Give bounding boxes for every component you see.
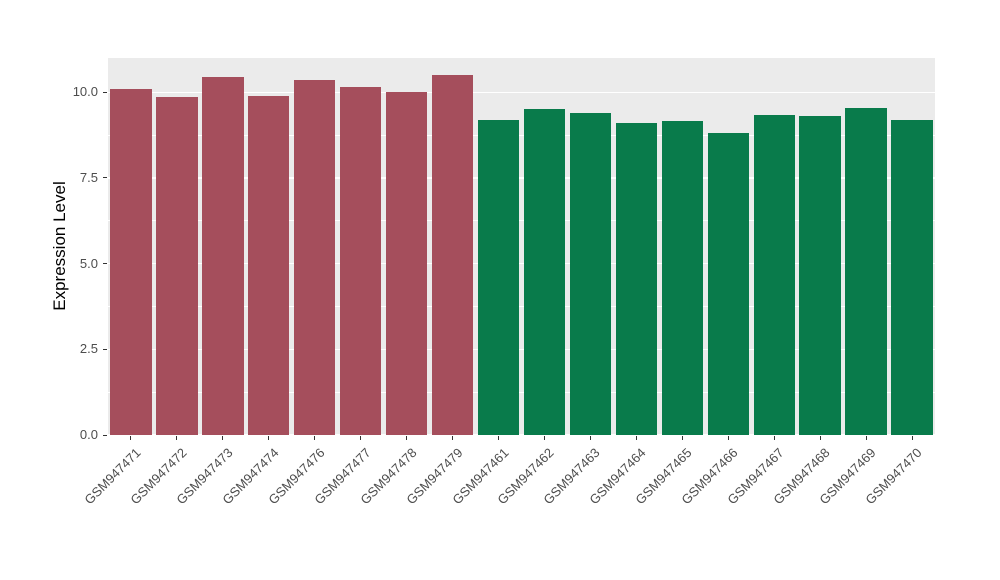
x-tick-mark bbox=[773, 436, 775, 440]
bar bbox=[294, 80, 336, 435]
gridline-major bbox=[108, 433, 935, 435]
x-tick-mark bbox=[452, 436, 454, 440]
x-tick-mark bbox=[681, 436, 683, 440]
bar bbox=[845, 107, 887, 435]
bar bbox=[661, 121, 703, 435]
bar bbox=[707, 133, 749, 435]
gridline-major bbox=[108, 348, 935, 350]
y-tick-label: 5.0 bbox=[79, 255, 98, 271]
x-tick-mark bbox=[130, 436, 132, 440]
x-tick-mark bbox=[635, 436, 637, 440]
x-tick-mark bbox=[268, 436, 270, 440]
bar bbox=[248, 95, 290, 435]
bar bbox=[431, 75, 474, 435]
bar bbox=[202, 76, 244, 435]
bar bbox=[891, 119, 933, 435]
gridline-major bbox=[108, 91, 935, 93]
x-tick-mark bbox=[314, 436, 316, 440]
y-tick-label: 0.0 bbox=[79, 427, 98, 442]
x-tick-mark bbox=[406, 436, 408, 440]
x-tick-mark bbox=[865, 436, 867, 440]
bar bbox=[340, 87, 382, 435]
bar bbox=[753, 114, 795, 435]
x-tick-mark bbox=[498, 436, 500, 440]
y-tick-mark bbox=[103, 177, 107, 179]
x-tick-mark bbox=[176, 436, 178, 440]
x-tick-mark bbox=[727, 436, 729, 440]
y-axis-title: Expression Level bbox=[50, 181, 69, 311]
bar bbox=[156, 97, 198, 435]
bar bbox=[523, 109, 566, 435]
x-tick-mark bbox=[543, 436, 545, 440]
bar bbox=[385, 92, 428, 435]
bar bbox=[799, 116, 841, 435]
gridline-major bbox=[108, 262, 935, 265]
x-tick-mark bbox=[819, 436, 821, 440]
x-tick-mark bbox=[589, 436, 591, 440]
x-tick-mark bbox=[222, 436, 224, 440]
y-tick-label: 2.5 bbox=[79, 341, 98, 357]
x-tick-mark bbox=[360, 436, 362, 440]
gridline-major bbox=[108, 177, 935, 179]
y-tick-label: 10.0 bbox=[72, 84, 98, 100]
bar bbox=[569, 112, 612, 435]
gridline-minor bbox=[108, 391, 935, 393]
gridline-minor bbox=[108, 220, 935, 222]
gridline-minor bbox=[108, 134, 935, 136]
plot-panel bbox=[108, 58, 935, 435]
y-tick-mark bbox=[103, 91, 107, 93]
y-tick-mark bbox=[103, 348, 107, 350]
y-tick-label: 7.5 bbox=[79, 169, 98, 185]
bar bbox=[615, 123, 658, 435]
y-tick-mark bbox=[103, 263, 107, 265]
bar bbox=[477, 119, 520, 435]
x-tick-mark bbox=[911, 436, 913, 440]
y-tick-mark bbox=[103, 434, 107, 436]
gridline-minor bbox=[108, 306, 935, 307]
bar bbox=[110, 88, 152, 435]
